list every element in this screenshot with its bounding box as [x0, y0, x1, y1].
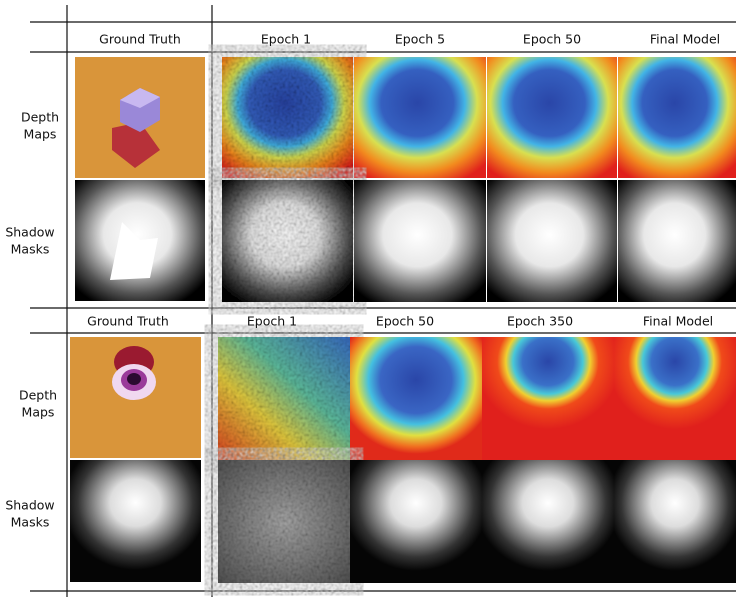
column-header: Epoch 5	[395, 32, 445, 47]
depth-map	[618, 57, 736, 178]
row-label: Maps	[22, 405, 55, 420]
depth-map	[614, 337, 736, 460]
row-label: Masks	[11, 242, 50, 257]
column-header: Epoch 1	[247, 314, 297, 329]
figure: Ground Truth Epoch 1 Epoch 5 Epoch 50 Final …	[0, 0, 736, 597]
row-label: Depth	[21, 110, 59, 125]
column-header: Ground Truth	[99, 32, 181, 47]
shadow-mask	[350, 460, 482, 583]
column-header: Epoch 1	[261, 32, 311, 47]
object	[127, 373, 141, 385]
row-label: Maps	[24, 127, 57, 142]
shadow-mask	[354, 180, 486, 302]
panel-2-images	[70, 337, 736, 583]
row-label: Depth	[19, 388, 57, 403]
shadow-mask	[218, 460, 350, 583]
shadow-mask	[222, 180, 353, 302]
depth-map	[482, 337, 614, 460]
column-header: Epoch 50	[376, 314, 434, 329]
row-label: Shadow	[5, 498, 54, 513]
row-label: Shadow	[5, 225, 54, 240]
depth-map	[350, 337, 482, 460]
depth-map	[222, 57, 353, 178]
row-label: Masks	[11, 515, 50, 530]
shadow-mask	[614, 460, 736, 583]
column-header: Final Model	[650, 32, 720, 47]
shadow-mask	[618, 180, 736, 302]
page: {"panels": [ {"column_headers": ["Ground…	[0, 0, 736, 597]
depth-map	[218, 337, 350, 460]
gt-shadow	[70, 460, 201, 582]
panel-1-images	[75, 57, 736, 302]
column-header: Ground Truth	[87, 314, 169, 329]
depth-map	[354, 57, 486, 178]
column-header: Final Model	[643, 314, 713, 329]
column-header: Epoch 350	[507, 314, 573, 329]
column-header: Epoch 50	[523, 32, 581, 47]
shadow-mask	[487, 180, 617, 302]
depth-map	[487, 57, 617, 178]
shadow-mask	[482, 460, 614, 583]
